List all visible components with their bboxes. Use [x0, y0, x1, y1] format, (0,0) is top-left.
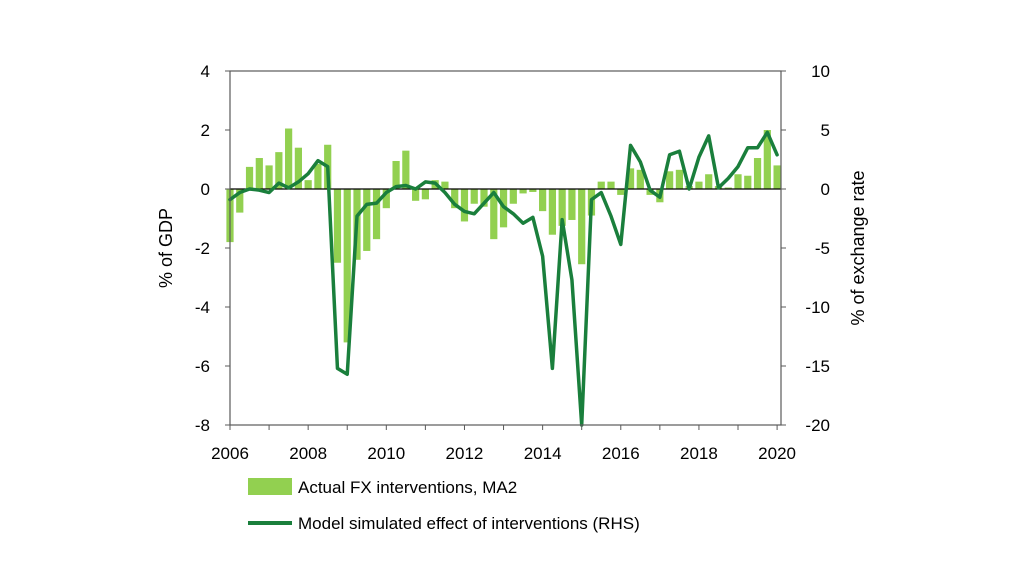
- bar: [402, 150, 410, 189]
- right-tick-label: 0: [821, 180, 830, 199]
- left-tick-label: -2: [195, 239, 210, 258]
- right-tick-label: 10: [811, 62, 830, 81]
- bar: [363, 189, 371, 251]
- bar: [529, 189, 537, 192]
- bar: [705, 174, 713, 189]
- bar: [744, 175, 752, 189]
- left-tick-label: 4: [201, 62, 210, 81]
- bar: [666, 171, 674, 189]
- left-tick-label: -8: [195, 416, 210, 435]
- bar: [675, 169, 683, 189]
- bar: [773, 165, 781, 189]
- bar: [441, 181, 449, 190]
- bar: [304, 180, 312, 189]
- bar: [421, 189, 429, 200]
- right-tick-label: -15: [805, 357, 830, 376]
- left-tick-label: -4: [195, 298, 210, 317]
- bar: [255, 158, 263, 189]
- x-tick-label: 2006: [211, 444, 249, 463]
- bar: [470, 189, 478, 204]
- plot-frame: [229, 70, 782, 426]
- right-tick-label: 5: [821, 121, 830, 140]
- right-axis-title: % of exchange rate: [848, 170, 868, 325]
- bar: [245, 166, 254, 190]
- bar: [275, 152, 283, 190]
- bar: [636, 169, 644, 189]
- legend-bar-label: Actual FX interventions, MA2: [298, 478, 517, 497]
- bar: [490, 189, 498, 240]
- bar: [519, 189, 527, 194]
- line-layer: [228, 130, 779, 427]
- bar: [539, 189, 547, 212]
- bar: [392, 160, 400, 189]
- x-tick-label: 2018: [680, 444, 718, 463]
- bar: [294, 147, 302, 189]
- bar: [460, 189, 469, 222]
- bar: [372, 189, 381, 240]
- x-tick-label: 2008: [289, 444, 327, 463]
- bar: [607, 181, 615, 190]
- bar: [597, 181, 605, 190]
- left-axis-ticks: 4 2 0 -2 -4 -6 -8: [195, 62, 230, 435]
- bar: [314, 163, 322, 189]
- legend-line-label: Model simulated effect of interventions …: [298, 514, 640, 533]
- bar: [695, 181, 703, 190]
- bar: [343, 189, 351, 343]
- bar: [236, 189, 244, 213]
- bar: [617, 189, 625, 195]
- bar: [412, 189, 420, 201]
- bar: [265, 165, 273, 189]
- left-axis-title: % of GDP: [156, 208, 176, 288]
- x-axis-ticks: 2006 2008 2010 2012 2014 2016 2018 2020: [211, 425, 796, 463]
- left-tick-label: 0: [201, 180, 210, 199]
- bar: [509, 189, 517, 204]
- legend-bar-swatch: [248, 478, 292, 495]
- bar: [480, 189, 488, 207]
- right-tick-label: -10: [805, 298, 830, 317]
- bar: [568, 189, 576, 220]
- bar: [578, 189, 586, 265]
- bar: [626, 168, 635, 189]
- bar: [451, 189, 459, 209]
- bar: [285, 128, 293, 189]
- x-tick-label: 2012: [446, 444, 484, 463]
- x-tick-label: 2014: [524, 444, 562, 463]
- x-tick-label: 2016: [602, 444, 640, 463]
- x-tick-label: 2010: [367, 444, 405, 463]
- series-line: [228, 130, 779, 427]
- bar: [753, 158, 762, 189]
- bar: [724, 187, 732, 189]
- bar: [548, 189, 556, 235]
- bar: [734, 174, 742, 189]
- right-tick-label: -5: [815, 239, 830, 258]
- bar: [382, 189, 390, 209]
- legend: Actual FX interventions, MA2 Model simul…: [248, 478, 640, 533]
- bar: [333, 189, 342, 263]
- left-tick-label: 2: [201, 121, 210, 140]
- right-tick-label: -20: [805, 416, 830, 435]
- bar: [558, 189, 566, 226]
- left-tick-label: -6: [195, 357, 210, 376]
- right-axis-ticks: 10 5 0 -5 -10 -15 -20: [781, 62, 830, 435]
- x-tick-label: 2020: [758, 444, 796, 463]
- bar: [763, 130, 771, 189]
